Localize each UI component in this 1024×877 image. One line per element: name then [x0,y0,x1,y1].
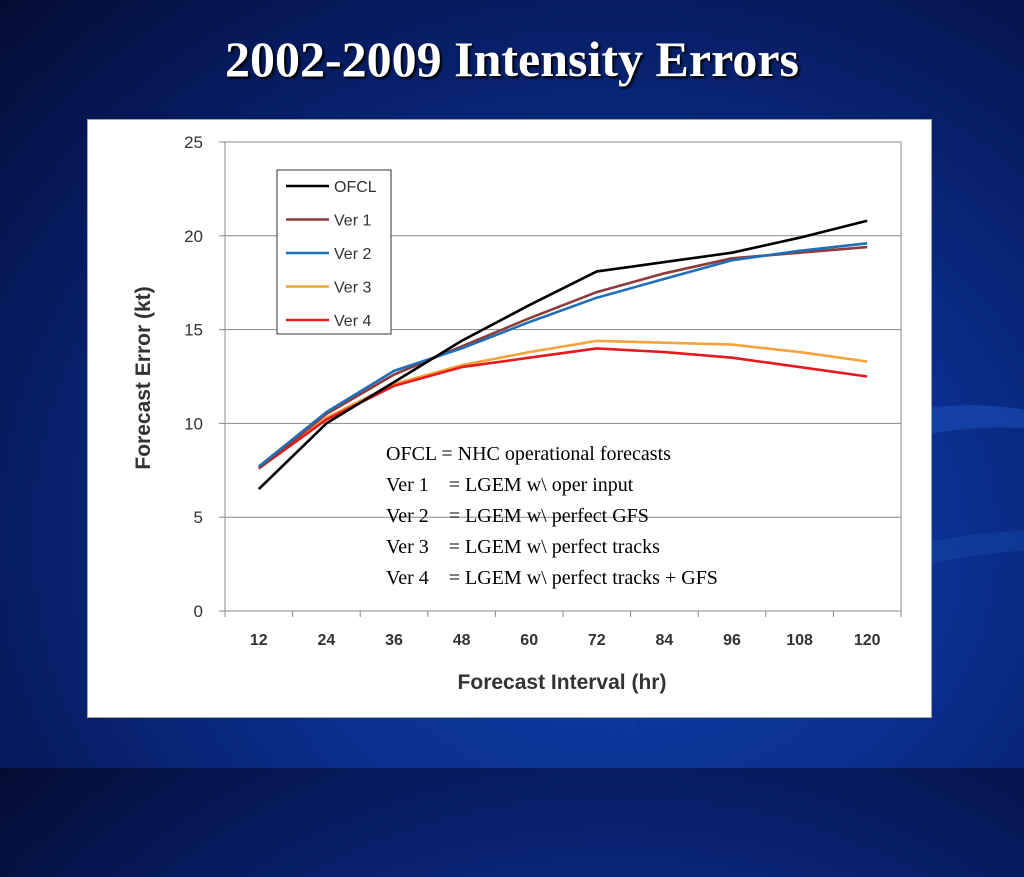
y-axis-title: Forecast Error (kt) [132,286,155,469]
series-layer [257,219,868,491]
x-tick-label: 48 [453,632,471,649]
annotation-line: Ver 4 = LGEM w\ perfect tracks + GFS [386,567,718,589]
chart-panel: 0 5 10 15 20 25 12 24 36 48 60 72 84 96 108 120 OFCL Ver… [87,119,932,718]
y-tick-label: 0 [194,602,203,621]
slide-title: 2002-2009 Intensity Errors [224,31,800,87]
x-tick-label: 36 [385,632,403,649]
x-axis-title: Forecast Interval (hr) [458,671,667,694]
x-tick-label: 72 [588,632,606,649]
legend-label: Ver 1 [334,213,371,230]
y-tick-label: 10 [184,414,203,433]
legend-label: Ver 4 [334,313,371,330]
annotation-line: Ver 2 = LGEM w\ perfect GFS [386,505,649,527]
axis-layer: 0 5 10 15 20 25 12 24 36 48 60 72 84 96 108 120 [184,133,902,649]
x-tick-label: 12 [250,632,268,649]
annotation-line: OFCL = NHC operational forecasts [386,443,671,465]
x-tick-label: 120 [854,632,881,649]
annotation-line: Ver 3 = LGEM w\ perfect tracks [386,536,660,558]
x-tick-label: 24 [318,632,336,649]
line-chart: 0 5 10 15 20 25 12 24 36 48 60 72 84 96 108 120 OFCL Ver… [132,133,902,694]
legend-label: Ver 3 [334,280,371,297]
annotation-line: Ver 1 = LGEM w\ oper input [386,474,634,496]
series-line-ver-2 [257,242,868,468]
y-tick-label: 15 [184,321,203,340]
series-line-ver-3 [258,339,868,470]
legend-label: Ver 2 [334,246,371,263]
x-tick-label: 108 [786,632,813,649]
y-tick-label: 25 [184,133,203,152]
y-tick-label: 20 [184,227,203,246]
legend: OFCL Ver 1 Ver 2 Ver 3 Ver 4 [276,169,392,335]
x-tick-label: 84 [656,632,674,649]
x-tick-label: 96 [723,632,741,649]
y-tick-label: 5 [194,508,203,527]
series-line-ofcl [257,219,868,491]
legend-label: OFCL [334,179,377,196]
x-tick-label: 60 [520,632,538,649]
